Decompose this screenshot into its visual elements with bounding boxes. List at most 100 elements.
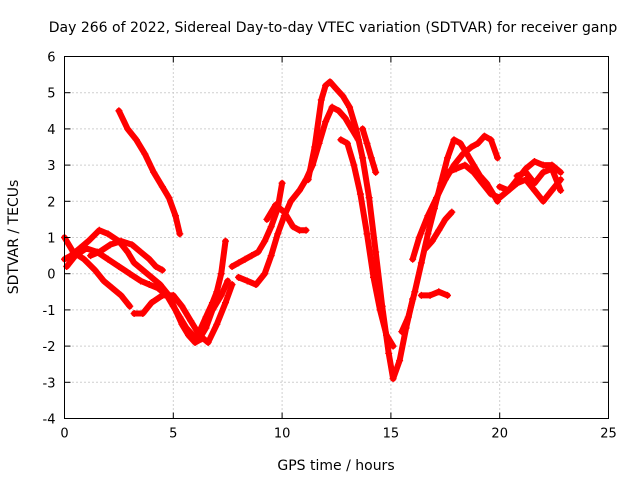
- data-point: [130, 259, 138, 267]
- data-point: [243, 277, 251, 285]
- data-point: [71, 252, 79, 260]
- data-point: [478, 179, 486, 187]
- data-point: [411, 288, 419, 296]
- data-point: [100, 277, 108, 285]
- data-point: [494, 154, 502, 162]
- y-tick-label: 3: [47, 159, 55, 174]
- data-point: [87, 252, 95, 260]
- series-line: [359, 125, 379, 176]
- data-point: [557, 168, 565, 176]
- data-point: [165, 194, 173, 202]
- data-point: [424, 230, 432, 238]
- series-sat-e: [87, 237, 166, 274]
- data-point: [422, 244, 430, 252]
- data-point: [343, 139, 351, 147]
- data-point: [531, 179, 539, 187]
- data-point: [365, 194, 373, 202]
- series-sat-d: [115, 107, 184, 238]
- data-point: [417, 291, 425, 299]
- data-point: [457, 139, 465, 147]
- data-point: [289, 223, 297, 231]
- data-point: [195, 328, 203, 336]
- data-point: [504, 186, 512, 194]
- data-point: [178, 302, 186, 310]
- data-point: [443, 154, 451, 162]
- data-point: [176, 230, 184, 238]
- data-point: [450, 136, 458, 144]
- data-point: [176, 313, 184, 321]
- data-point: [367, 154, 375, 162]
- data-point: [417, 259, 425, 267]
- data-point: [356, 190, 364, 198]
- series-sat-t: [513, 165, 565, 194]
- data-point: [267, 223, 275, 231]
- series-sat-m: [359, 125, 380, 176]
- data-point: [376, 306, 384, 314]
- series-line: [305, 78, 416, 382]
- data-point: [333, 85, 340, 93]
- data-point: [222, 299, 230, 307]
- series-line: [235, 104, 362, 288]
- data-point: [443, 168, 451, 176]
- data-point: [95, 248, 103, 256]
- data-point: [346, 103, 354, 111]
- data-point: [435, 288, 443, 296]
- data-point: [152, 262, 160, 270]
- data-point: [128, 241, 136, 249]
- data-point: [480, 132, 488, 140]
- data-point: [261, 237, 269, 245]
- y-tick-label: 5: [47, 87, 55, 102]
- data-point: [448, 208, 456, 216]
- data-point: [539, 197, 547, 205]
- data-point: [82, 244, 90, 252]
- series-line: [398, 136, 501, 335]
- data-point: [145, 255, 153, 263]
- data-point: [359, 125, 367, 133]
- data-point: [169, 302, 177, 310]
- data-point: [322, 118, 330, 126]
- data-point: [217, 291, 225, 299]
- data-point: [130, 310, 138, 318]
- data-point: [182, 324, 190, 332]
- data-point: [539, 161, 547, 169]
- data-point: [441, 176, 449, 184]
- data-point: [91, 266, 99, 274]
- data-point: [296, 186, 304, 194]
- data-point: [326, 78, 334, 86]
- data-point: [461, 161, 469, 169]
- y-tick-label: 1: [47, 232, 55, 247]
- data-point: [158, 266, 166, 274]
- data-point: [441, 215, 449, 223]
- data-point: [531, 186, 539, 194]
- data-point: [474, 139, 482, 147]
- x-tick-label: 25: [600, 427, 617, 442]
- data-point: [296, 226, 304, 234]
- y-tick-label: -3: [43, 376, 56, 391]
- data-point: [531, 157, 539, 165]
- series-line: [131, 281, 236, 346]
- data-point: [213, 320, 221, 328]
- y-tick-label: 6: [47, 51, 55, 66]
- data-point: [328, 103, 336, 111]
- data-point: [513, 179, 521, 187]
- data-point: [241, 255, 249, 263]
- data-point: [224, 277, 232, 285]
- data-point: [191, 338, 199, 346]
- data-point: [339, 92, 347, 100]
- y-tick-label: 4: [47, 123, 55, 138]
- data-point: [287, 197, 295, 205]
- y-tick-labels: -4 -3 -2 -1 0 1 2 3 4 5 6: [43, 51, 56, 428]
- data-point: [202, 313, 210, 321]
- data-point: [124, 125, 132, 133]
- x-tick-label: 15: [383, 427, 400, 442]
- data-point: [487, 190, 495, 198]
- series-sat-g: [195, 237, 230, 336]
- data-point: [335, 107, 343, 115]
- series-sat-i: [235, 103, 362, 289]
- data-point: [187, 317, 195, 325]
- data-point: [337, 136, 345, 144]
- data-point: [189, 331, 197, 339]
- y-tick-label: -4: [43, 413, 56, 428]
- x-tick-labels: 0 5 10 15 20 25: [60, 427, 616, 442]
- data-point: [363, 230, 371, 238]
